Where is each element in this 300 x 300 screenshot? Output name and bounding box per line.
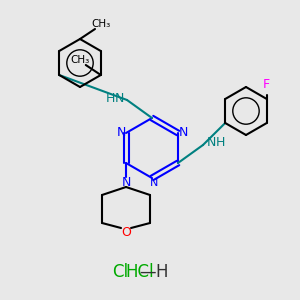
Text: —: — [140,263,156,281]
Text: CH₃: CH₃ [92,19,111,29]
Text: CH₃: CH₃ [70,55,89,65]
Text: H: H [215,136,225,149]
Text: Cl: Cl [112,263,128,281]
Text: F: F [263,79,270,92]
Text: N: N [206,136,216,149]
Text: O: O [121,226,131,239]
Text: N: N [116,127,126,140]
Text: N: N [121,176,131,188]
Text: H: H [156,263,168,281]
Text: N: N [114,92,124,104]
Text: HCl: HCl [126,263,154,281]
Text: N: N [150,178,158,188]
Text: N: N [178,127,188,140]
Text: H: H [105,92,115,104]
